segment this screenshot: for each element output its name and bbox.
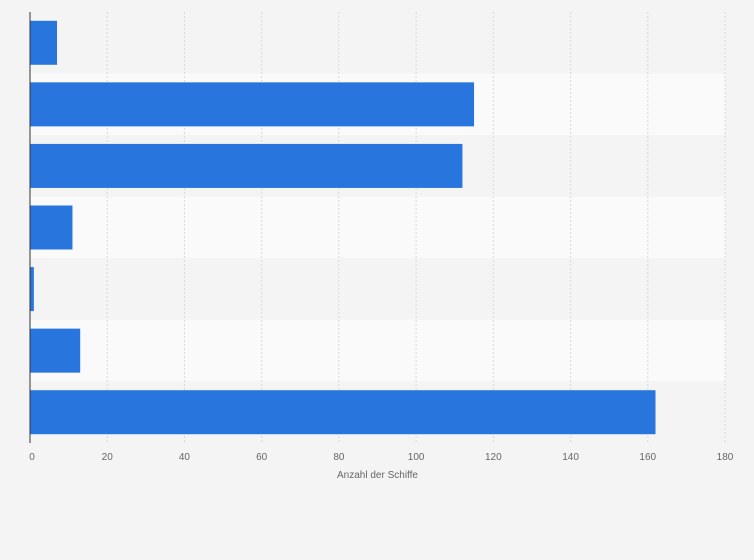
x-tick-label: 20 [102, 452, 114, 463]
x-tick-label: 120 [485, 452, 502, 463]
row-bands [30, 12, 725, 443]
x-tick-labels: 0 20 40 60 80 100 120 140 160 180 [29, 452, 734, 463]
x-tick-label: 60 [256, 452, 268, 463]
bar[interactable] [30, 205, 73, 250]
x-tick-label: 180 [717, 452, 734, 463]
x-tick-label: 0 [29, 452, 35, 463]
x-tick-label: 100 [408, 452, 425, 463]
row-band [30, 12, 725, 74]
bar[interactable] [30, 267, 34, 312]
bar[interactable] [30, 143, 463, 188]
bar[interactable] [30, 328, 81, 373]
bars [30, 20, 656, 435]
row-band [30, 196, 725, 259]
x-tick-label: 140 [562, 452, 579, 463]
row-band [30, 319, 725, 382]
bar[interactable] [30, 82, 475, 127]
x-axis-title: Anzahl der Schiffe [337, 470, 418, 481]
x-tick-label: 40 [179, 452, 191, 463]
bar[interactable] [30, 390, 656, 435]
row-band [30, 258, 725, 320]
bar[interactable] [30, 20, 58, 65]
x-tick-label: 160 [639, 452, 656, 463]
x-tick-label: 80 [333, 452, 345, 463]
